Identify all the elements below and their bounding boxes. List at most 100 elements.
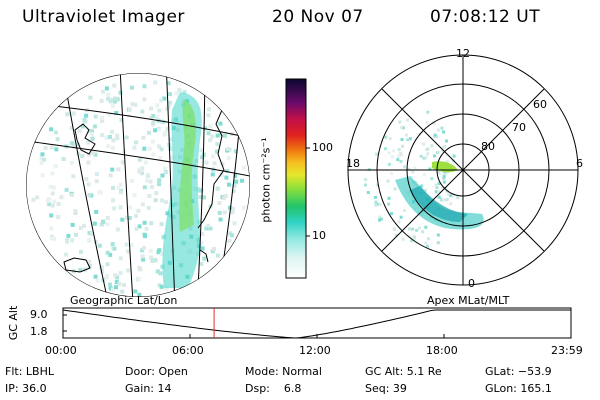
speckle-pixel bbox=[134, 213, 138, 218]
speckle-pixel bbox=[126, 268, 130, 273]
speckle-pixel bbox=[78, 268, 83, 272]
mlt-label-12: 12 bbox=[456, 47, 470, 60]
speckle-pixel bbox=[374, 203, 378, 207]
speckle-pixel bbox=[222, 210, 227, 215]
speckle-pixel bbox=[142, 185, 147, 190]
speckle-pixel bbox=[153, 258, 158, 263]
speckle-pixel bbox=[110, 167, 115, 172]
speckle-pixel bbox=[146, 174, 150, 179]
speckle-pixel bbox=[364, 183, 367, 187]
speckle-pixel bbox=[422, 173, 426, 177]
speckle-pixel bbox=[230, 210, 235, 215]
mlt-label-0: 0 bbox=[468, 277, 475, 290]
speckle-pixel bbox=[166, 81, 171, 86]
speckle-pixel bbox=[400, 138, 404, 141]
speckle-pixel bbox=[104, 135, 109, 140]
speckle-pixel bbox=[387, 196, 391, 200]
speckle-pixel bbox=[136, 276, 141, 281]
speckle-pixel bbox=[401, 144, 404, 148]
speckle-pixel bbox=[201, 152, 206, 157]
speckle-pixel bbox=[206, 113, 211, 118]
speckle-pixel bbox=[226, 156, 231, 161]
speckle-pixel bbox=[99, 265, 104, 270]
speckle-pixel bbox=[97, 190, 102, 195]
speckle-pixel bbox=[425, 121, 429, 125]
speckle-pixel bbox=[84, 113, 89, 118]
speckle-pixel bbox=[426, 110, 430, 114]
speckle-pixel bbox=[53, 164, 58, 169]
speckle-pixel bbox=[142, 97, 147, 102]
speckle-pixel bbox=[151, 114, 156, 118]
speckle-pixel bbox=[406, 138, 410, 142]
speckle-pixel bbox=[119, 118, 124, 122]
speckle-pixel bbox=[157, 127, 162, 132]
speckle-pixel bbox=[210, 249, 215, 254]
speckle-pixel bbox=[240, 178, 244, 183]
speckle-pixel bbox=[379, 217, 383, 221]
speckle-pixel bbox=[397, 220, 401, 224]
speckle-pixel bbox=[386, 179, 390, 183]
speckle-pixel bbox=[364, 178, 368, 182]
speckle-pixel bbox=[378, 203, 382, 206]
speckle-pixel bbox=[105, 216, 110, 220]
speckle-pixel bbox=[142, 146, 147, 151]
speckle-pixel bbox=[452, 154, 456, 158]
speckle-pixel bbox=[105, 250, 110, 255]
speckle-pixel bbox=[132, 145, 137, 150]
speckle-pixel bbox=[106, 96, 111, 101]
speckle-pixel bbox=[162, 96, 167, 101]
speckle-pixel bbox=[207, 107, 211, 112]
speckle-pixel bbox=[411, 170, 415, 174]
speckle-pixel bbox=[426, 152, 430, 156]
speckle-pixel bbox=[97, 243, 102, 248]
speckle-pixel bbox=[437, 189, 441, 193]
time-tick-1800: 18:00 bbox=[426, 344, 458, 357]
speckle-pixel bbox=[134, 140, 138, 145]
speckle-pixel bbox=[133, 102, 138, 107]
speckle-pixel bbox=[92, 221, 97, 226]
speckle-pixel bbox=[441, 198, 445, 202]
speckle-pixel bbox=[157, 248, 162, 253]
speckle-pixel bbox=[140, 109, 145, 114]
speckle-pixel bbox=[199, 261, 204, 266]
speckle-pixel bbox=[421, 230, 425, 234]
speckle-pixel bbox=[73, 209, 78, 214]
speckle-pixel bbox=[390, 172, 394, 176]
speckle-pixel bbox=[428, 167, 432, 171]
speckle-pixel bbox=[151, 121, 156, 125]
speckle-pixel bbox=[437, 182, 441, 185]
speckle-pixel bbox=[141, 257, 146, 262]
speckle-pixel bbox=[422, 156, 426, 160]
speckle-pixel bbox=[231, 206, 236, 211]
speckle-pixel bbox=[198, 195, 203, 199]
speckle-pixel bbox=[108, 173, 113, 178]
speckle-pixel bbox=[90, 231, 95, 236]
speckle-pixel bbox=[162, 132, 167, 137]
speckle-pixel bbox=[440, 126, 444, 130]
speckle-pixel bbox=[150, 259, 155, 263]
speckle-pixel bbox=[112, 206, 117, 211]
speckle-pixel bbox=[433, 133, 437, 137]
speckle-pixel bbox=[445, 139, 448, 143]
speckle-pixel bbox=[168, 100, 173, 105]
speckle-pixel bbox=[374, 200, 378, 204]
speckle-pixel bbox=[177, 88, 182, 92]
speckle-pixel bbox=[229, 233, 234, 238]
speckle-pixel bbox=[153, 198, 158, 203]
speckle-pixel bbox=[417, 226, 421, 230]
speckle-pixel bbox=[142, 220, 147, 225]
speckle-pixel bbox=[149, 255, 153, 260]
speckle-pixel bbox=[430, 144, 434, 148]
speckle-pixel bbox=[456, 196, 460, 200]
speckle-pixel bbox=[146, 205, 151, 210]
speckle-pixel bbox=[375, 152, 378, 156]
speckle-pixel bbox=[163, 170, 168, 174]
speckle-pixel bbox=[143, 160, 148, 165]
speckle-pixel bbox=[112, 83, 117, 88]
speckle-pixel bbox=[77, 128, 82, 133]
speckle-pixel bbox=[437, 170, 440, 174]
speckle-pixel bbox=[366, 191, 370, 194]
speckle-pixel bbox=[87, 192, 92, 197]
speckle-pixel bbox=[204, 226, 209, 231]
speckle-pixel bbox=[165, 107, 170, 111]
